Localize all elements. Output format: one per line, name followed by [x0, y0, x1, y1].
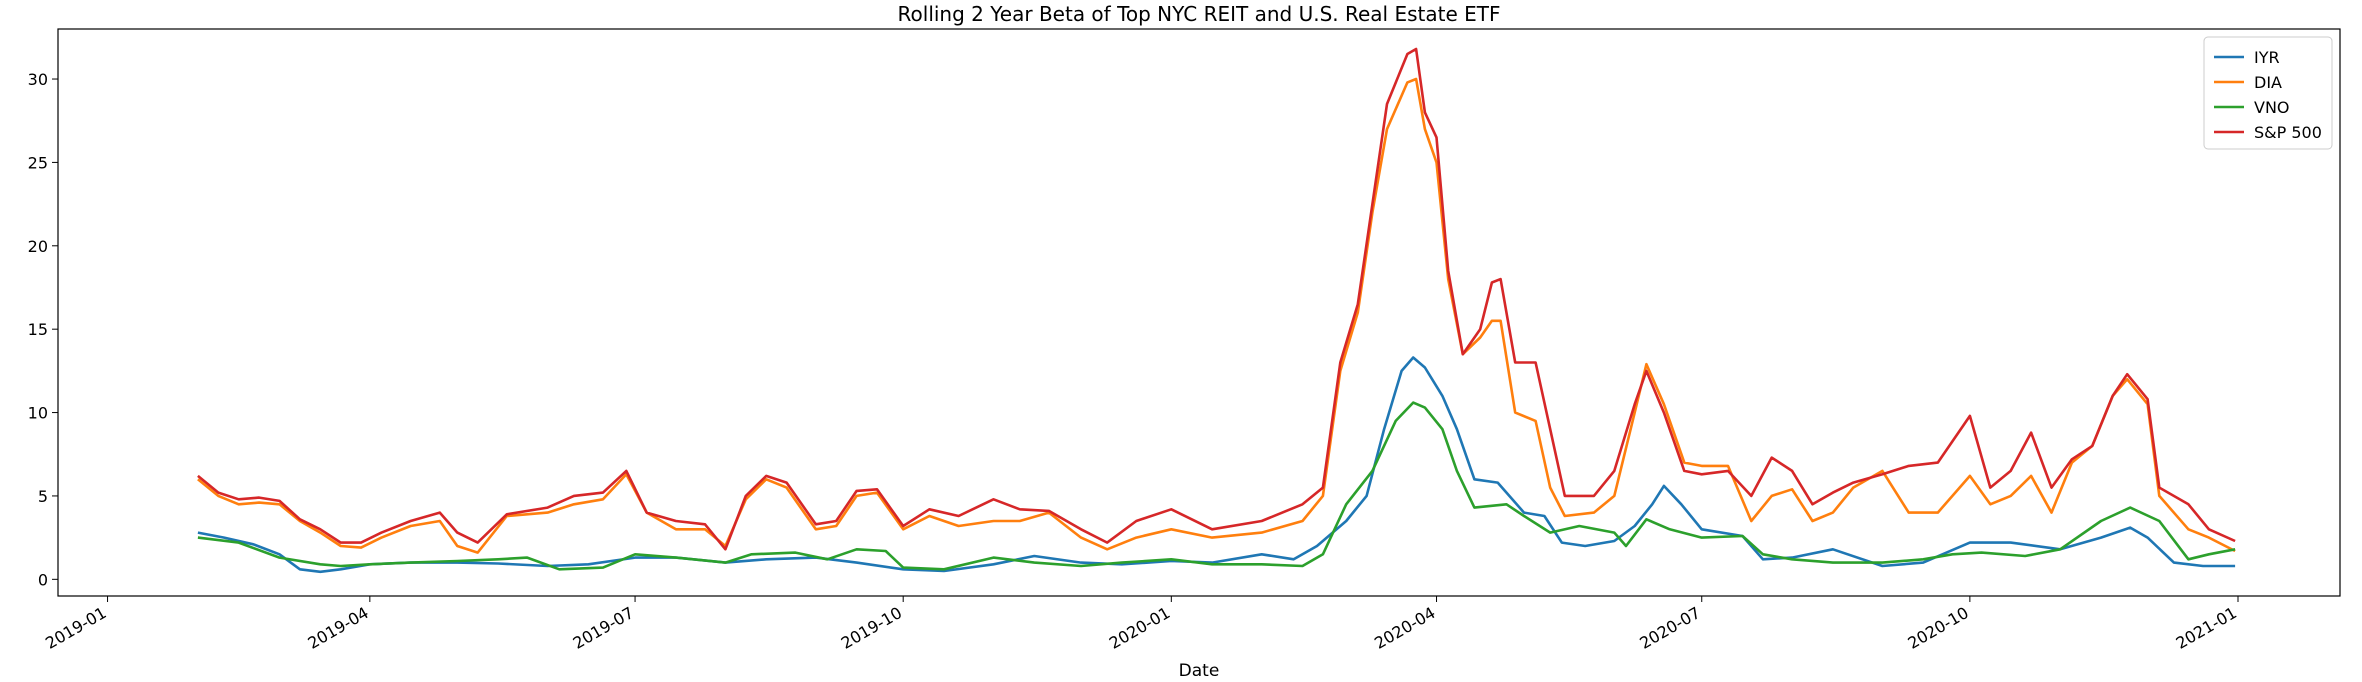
legend-box [2203, 36, 2333, 150]
series-line-iyr [197, 356, 2236, 574]
y-tick-label: 0 [38, 570, 48, 589]
legend-label: DIA [2254, 73, 2282, 92]
x-axis-title: Date [1179, 661, 1220, 681]
series-line-s-p-500 [197, 47, 2236, 551]
plot-frame [57, 28, 2341, 597]
x-axis: 2019-01 2019-04 2019-07 2019-10 2020-01 2020-… [42, 596, 2240, 653]
series-line-dia [197, 77, 2236, 554]
y-tick-label: 10 [28, 404, 48, 423]
legend-label: VNO [2254, 98, 2290, 117]
series-line-vno [197, 401, 2236, 571]
x-tick-label: 2019-07 [570, 603, 637, 653]
y-tick-label: 5 [38, 487, 48, 506]
y-axis: 0 5 10 15 20 25 30 [28, 70, 58, 589]
legend-label: IYR [2254, 48, 2280, 67]
y-tick-label: 15 [28, 320, 48, 339]
chart-title: Rolling 2 Year Beta of Top NYC REIT and … [898, 2, 1501, 26]
legend-label: S&P 500 [2254, 123, 2322, 142]
plot-area [197, 47, 2236, 574]
y-tick-label: 20 [28, 237, 48, 256]
x-tick-label: 2019-04 [304, 603, 371, 653]
legend: IYR DIA VNO S&P 500 [2203, 36, 2333, 150]
x-tick-label: 2020-10 [1904, 603, 1971, 653]
x-tick-label: 2020-01 [1106, 603, 1173, 653]
x-tick-label: 2019-10 [838, 603, 905, 653]
y-tick-label: 30 [28, 70, 48, 89]
y-tick-label: 25 [28, 153, 48, 172]
x-tick-label: 2019-01 [42, 603, 109, 653]
x-tick-label: 2020-04 [1371, 603, 1438, 653]
x-tick-label: 2020-07 [1636, 603, 1703, 653]
x-tick-label: 2021-01 [2173, 603, 2240, 653]
